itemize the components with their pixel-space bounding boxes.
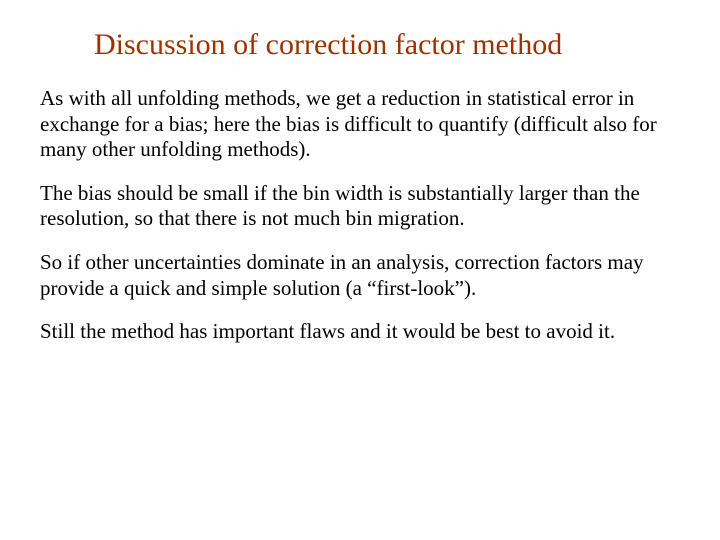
paragraph-4: Still the method has important flaws and…	[40, 319, 680, 345]
slide-title: Discussion of correction factor method	[94, 28, 680, 62]
paragraph-2: The bias should be small if the bin widt…	[40, 181, 680, 232]
slide-container: Discussion of correction factor method A…	[0, 0, 720, 540]
paragraph-3: So if other uncertainties dominate in an…	[40, 250, 680, 301]
paragraph-1: As with all unfolding methods, we get a …	[40, 86, 680, 163]
